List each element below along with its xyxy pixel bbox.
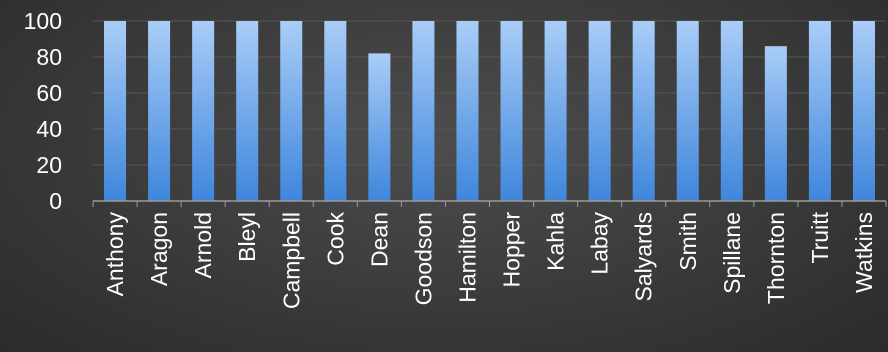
bar-campbell [280, 21, 303, 201]
x-tick-label: Thornton [763, 212, 789, 304]
bar-truitt [808, 21, 831, 201]
bar-anthony [104, 21, 127, 201]
x-tick-label: Bleyl [234, 212, 260, 262]
bar-arnold [192, 21, 215, 201]
bar-hopper [500, 21, 523, 201]
x-tick-label: Spillane [719, 212, 745, 294]
x-tick-label: Anthony [102, 212, 128, 297]
x-tick-label: Labay [587, 212, 613, 275]
bar-watkins [852, 21, 875, 201]
x-tick-label: Arnold [190, 212, 216, 278]
bar-goodson [412, 21, 435, 201]
x-tick-label: Campbell [278, 212, 304, 309]
bar-cook [324, 21, 347, 201]
y-tick-label: 40 [36, 116, 62, 142]
y-tick-label: 100 [24, 8, 62, 34]
bar-dean [368, 53, 391, 202]
x-tick-label: Watkins [851, 212, 877, 293]
y-tick-label: 60 [36, 80, 62, 106]
bar-spillane [720, 21, 743, 201]
bar-labay [588, 21, 611, 201]
gridlines [93, 20, 886, 166]
x-tick-label: Aragon [146, 212, 172, 286]
x-tick-label: Dean [366, 212, 392, 267]
x-axis: Anthony Aragon Arnold Bleyl Campbell Cook Dean… [92, 200, 887, 309]
bar-aragon [148, 21, 171, 201]
bar-thornton [764, 46, 787, 202]
x-tick-label: Hopper [499, 212, 525, 288]
x-tick-label: Truitt [807, 211, 833, 263]
y-tick-label: 80 [36, 44, 62, 70]
bar-bleyl [236, 21, 259, 201]
x-tick-label: Smith [675, 212, 701, 271]
bar-smith [676, 21, 699, 201]
y-tick-label: 0 [49, 188, 62, 214]
y-axis: 0 20 40 60 80 100 [24, 8, 62, 214]
bar-hamilton [456, 21, 479, 201]
x-tick-label: Salyards [631, 212, 657, 301]
y-tick-label: 20 [36, 152, 62, 178]
x-tick-label: Hamilton [454, 212, 480, 303]
bars [104, 21, 875, 202]
bar-kahla [544, 21, 567, 201]
x-tick-label: Cook [322, 212, 348, 266]
bar-salyards [632, 21, 655, 201]
x-tick-label: Kahla [543, 212, 569, 271]
x-tick-label: Goodson [410, 212, 436, 305]
